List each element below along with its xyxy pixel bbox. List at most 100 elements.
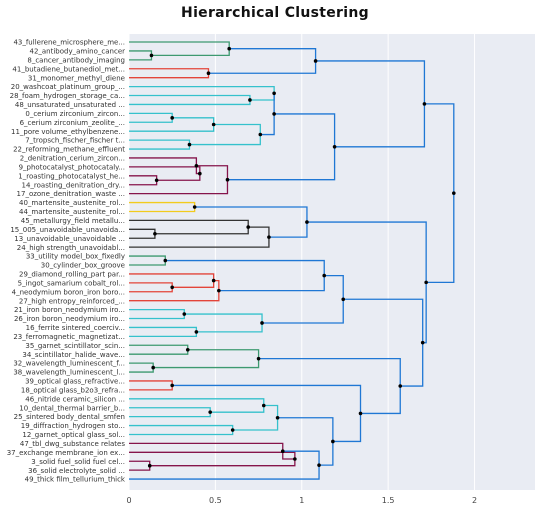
merge-node-point xyxy=(422,102,427,106)
plot-background xyxy=(129,34,535,490)
merge-node-point xyxy=(225,177,230,182)
leaf-label: 20_washcoat_platinum_group_... xyxy=(11,83,125,91)
merge-node-point xyxy=(149,53,154,58)
leaf-label: 24_high strength_unavoidabl... xyxy=(17,244,125,252)
merge-node-point xyxy=(332,145,337,149)
merge-node-point xyxy=(305,220,309,224)
merge-node-point xyxy=(163,258,168,263)
leaf-label: 32_wavelength_luminescent_f... xyxy=(13,360,125,368)
leaf-label: 40_martensite_austenite_rol... xyxy=(19,199,125,207)
leaf-label: 43_fullerene_microsphere_me... xyxy=(13,39,125,47)
merge-node-point xyxy=(246,225,251,229)
leaf-label: 17_ozone_denitration_waste ... xyxy=(17,190,125,198)
leaf-label: 13_unavoidable_unavoidable ... xyxy=(14,235,125,243)
leaf-label: 3_solid fuel_solid fuel cel... xyxy=(31,458,125,466)
leaf-label: 30_cylinder_box_groove xyxy=(41,262,125,270)
leaf-label: 41_butadiene_butanediol_met... xyxy=(12,65,125,73)
merge-node-point xyxy=(147,463,152,468)
leaf-label: 4_neodymium boron_iron boro... xyxy=(12,288,125,296)
leaf-label: 26_iron boron_neodymium iro... xyxy=(14,315,125,323)
merge-node-point xyxy=(293,457,297,461)
merge-node-point xyxy=(170,383,174,388)
merge-node-point xyxy=(452,191,456,195)
leaf-label: 45_metallurgy_field metallu... xyxy=(21,217,125,225)
merge-node-point xyxy=(182,312,187,316)
leaf-label: 33_utility model_box_fixedly xyxy=(26,253,125,261)
merge-node-point xyxy=(267,235,271,239)
leaf-label: 11_pore volume_ethylbenzene... xyxy=(11,128,125,136)
merge-node-point xyxy=(261,403,266,408)
leaf-label: 2_denitration_cerium_zircon... xyxy=(20,155,125,163)
merge-node-point xyxy=(275,415,280,420)
leaf-label: 18_optical glass_b2o3_refra... xyxy=(21,386,125,394)
leaf-label: 31_monomer_methyl_diene xyxy=(28,74,125,82)
x-tick-label: 2 xyxy=(472,496,477,505)
merge-node-point xyxy=(331,439,335,444)
leaf-label: 44_martensite_austenite_rol... xyxy=(19,208,125,216)
leaf-label: 22_reforming_methane_effluent xyxy=(13,146,125,154)
leaf-label: 0_cerium zirconium_zircon... xyxy=(25,110,125,118)
leaf-label: 7_tropsch_fischer_fischer t... xyxy=(25,137,125,145)
x-tick-label: 1 xyxy=(299,496,304,505)
leaf-label: 34_scintillator_halide_wave... xyxy=(22,351,125,359)
merge-node-point xyxy=(211,122,216,127)
merge-nodes xyxy=(147,46,456,468)
leaf-label: 5_ingot_samarium cobalt_rol... xyxy=(18,279,125,287)
leaf-label: 16_ferrite sintered_coerciv... xyxy=(26,324,125,332)
merge-node-point xyxy=(208,410,212,414)
merge-node-point xyxy=(185,347,190,352)
leaf-label: 12_garnet_optical glass_sol... xyxy=(22,431,125,439)
leaf-label: 47_tbl_dwg_substance relates xyxy=(20,440,125,448)
merge-node-point xyxy=(258,132,263,137)
merge-node-point xyxy=(227,46,232,51)
leaf-label: 36_solid electrolyte_solid ... xyxy=(28,467,125,475)
leaf-label: 37_exchange membrane_ion ex... xyxy=(7,449,125,457)
merge-node-point xyxy=(272,91,276,96)
leaf-label: 49_thick film_tellurium_thick xyxy=(25,476,126,484)
merge-node-point xyxy=(322,273,327,278)
merge-node-point xyxy=(198,171,202,176)
leaf-label: 8_cancer_antibody_imaging xyxy=(27,56,125,64)
merge-node-point xyxy=(230,428,235,432)
merge-node-point xyxy=(194,163,199,168)
merge-node-point xyxy=(151,365,155,370)
merge-node-point xyxy=(260,321,264,325)
merge-node-point xyxy=(398,384,403,388)
merge-node-point xyxy=(420,340,425,345)
leaf-label: 21_iron boron_neodymium iro... xyxy=(14,306,125,314)
leaf-label: 35_garnet_scintillator_scin... xyxy=(25,342,125,350)
merge-node-point xyxy=(248,98,252,102)
leaf-label: 46_nitride ceramic_silicon ... xyxy=(25,395,125,403)
merge-node-point xyxy=(217,288,221,293)
leaf-label: 25_sintered body_dental_smfen xyxy=(14,413,125,421)
merge-node-point xyxy=(280,449,285,454)
merge-node-point xyxy=(170,116,174,120)
leaf-label: 9_photocatalyst_photocataly... xyxy=(19,163,125,171)
leaf-label: 42_antibody_amino_cancer xyxy=(29,48,125,56)
x-tick-label: 0 xyxy=(126,496,131,505)
leaf-label: 38_wavelength_luminescent_l... xyxy=(13,369,125,377)
merge-node-point xyxy=(358,411,363,416)
chart-title: Hierarchical Clustering xyxy=(181,5,369,21)
merge-node-point xyxy=(272,112,276,116)
merge-node-point xyxy=(341,297,346,302)
leaf-label: 27_high entropy_reinforced_... xyxy=(19,297,125,305)
leaf-label: 19_diffraction_hydrogen sto... xyxy=(21,422,125,430)
leaf-label: 39_optical glass_refractive... xyxy=(25,378,125,386)
merge-node-point xyxy=(313,59,318,63)
merge-node-point xyxy=(170,285,174,290)
leaf-label: 14_roasting_denitration_dry... xyxy=(21,181,125,189)
merge-node-point xyxy=(192,205,197,209)
merge-node-point xyxy=(187,142,192,147)
leaf-label: 48_unsaturated_unsaturated ... xyxy=(15,101,125,109)
dendrogram-link xyxy=(260,93,275,136)
leaf-label: 23_ferromagnetic_magnetizat... xyxy=(13,333,125,341)
merge-node-point xyxy=(194,330,199,334)
leaf-label: 1_roasting_photocatalyst_he... xyxy=(18,172,125,180)
merge-node-point xyxy=(153,231,157,236)
x-axis-ticks: 0 0.5 1 1.5 2 xyxy=(126,496,477,505)
leaf-labels: 43_fullerene_microsphere_me...42_antibod… xyxy=(7,39,126,484)
merge-node-point xyxy=(424,280,428,285)
x-tick-label: 1.5 xyxy=(382,496,395,505)
leaf-label: 10_dental_thermal barrier_b... xyxy=(19,404,125,412)
